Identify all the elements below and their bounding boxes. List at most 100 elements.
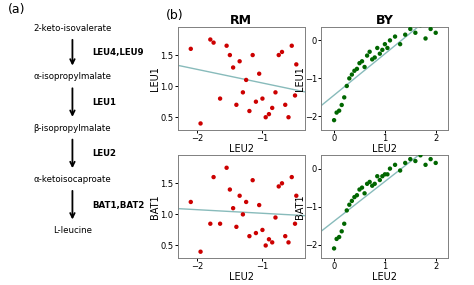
Point <box>374 46 381 50</box>
Point <box>427 27 434 31</box>
Point <box>291 221 299 226</box>
Point <box>340 95 348 100</box>
Point <box>268 240 276 245</box>
Text: LEU1: LEU1 <box>92 98 116 107</box>
Point <box>417 153 424 158</box>
Point <box>249 53 256 57</box>
Point <box>207 221 214 226</box>
Y-axis label: BAT1: BAT1 <box>295 194 305 219</box>
Point <box>361 65 368 69</box>
Point <box>268 106 276 110</box>
Point <box>259 228 266 232</box>
Point <box>383 46 391 50</box>
Point <box>330 118 338 123</box>
Point <box>343 208 351 213</box>
Text: β-isopropylmalate: β-isopropylmalate <box>34 124 111 133</box>
Point <box>262 115 270 119</box>
Point <box>353 193 361 198</box>
Point <box>346 202 353 207</box>
Point <box>368 57 376 62</box>
X-axis label: LEU2: LEU2 <box>373 272 397 282</box>
Point <box>368 184 376 188</box>
Point <box>216 221 224 226</box>
Point <box>333 110 340 115</box>
Point <box>417 23 424 27</box>
Point <box>381 42 389 46</box>
Point <box>383 172 391 177</box>
Point <box>422 36 429 41</box>
Point <box>336 108 343 113</box>
Point <box>379 48 386 52</box>
Y-axis label: LEU1: LEU1 <box>150 66 161 91</box>
Title: RM: RM <box>230 14 252 27</box>
Point <box>432 30 439 35</box>
Point <box>363 182 371 186</box>
Point <box>391 34 399 39</box>
Text: α-isopropylmalate: α-isopropylmalate <box>34 72 111 82</box>
Point <box>338 103 346 107</box>
Point <box>197 121 204 126</box>
Point <box>285 115 292 119</box>
Point <box>216 96 224 101</box>
Point <box>291 93 299 98</box>
Point <box>411 159 419 163</box>
Point <box>292 62 300 67</box>
Point <box>396 168 404 173</box>
Point <box>259 96 266 101</box>
Point <box>348 72 356 77</box>
Point <box>265 112 273 116</box>
Point <box>255 203 263 207</box>
Point <box>348 199 356 203</box>
Point <box>427 157 434 161</box>
Point <box>288 43 296 48</box>
Text: BAT1,BAT2: BAT1,BAT2 <box>92 201 144 210</box>
Point <box>361 191 368 196</box>
Point <box>407 157 414 161</box>
Point <box>233 103 240 107</box>
Point <box>187 46 194 51</box>
Point <box>187 200 194 204</box>
Point <box>236 59 244 64</box>
Point <box>330 246 338 251</box>
Point <box>282 103 289 107</box>
X-axis label: LEU2: LEU2 <box>373 144 397 154</box>
Point <box>376 51 383 56</box>
Point <box>252 99 260 104</box>
Point <box>366 50 374 54</box>
Point <box>292 194 300 198</box>
Point <box>374 174 381 178</box>
Text: α-ketoisocaproate: α-ketoisocaproate <box>34 175 111 184</box>
Point <box>223 43 230 48</box>
Point <box>278 181 286 186</box>
Point <box>401 161 409 165</box>
Point <box>249 178 256 182</box>
Point <box>282 234 289 239</box>
Point <box>197 249 204 254</box>
Point <box>333 237 340 241</box>
Point <box>351 195 358 200</box>
Point <box>210 40 218 45</box>
Point <box>346 76 353 81</box>
Point <box>252 231 260 235</box>
Point <box>272 90 279 95</box>
Point <box>229 206 237 210</box>
Point <box>246 234 253 239</box>
Y-axis label: BAT1: BAT1 <box>150 194 161 219</box>
Point <box>371 55 379 60</box>
Point <box>358 59 366 64</box>
X-axis label: LEU2: LEU2 <box>229 272 254 282</box>
Point <box>285 240 292 245</box>
Point <box>239 212 246 217</box>
Point <box>288 175 296 179</box>
Point <box>242 200 250 204</box>
Point <box>226 53 234 57</box>
Point <box>356 187 363 192</box>
Y-axis label: LEU1: LEU1 <box>295 66 305 91</box>
Point <box>272 215 279 220</box>
Text: LEU2: LEU2 <box>92 149 116 158</box>
Point <box>356 61 363 66</box>
Point <box>386 166 394 171</box>
Point <box>401 32 409 37</box>
Point <box>376 178 383 182</box>
Text: LEU4,LEU9: LEU4,LEU9 <box>92 48 143 57</box>
